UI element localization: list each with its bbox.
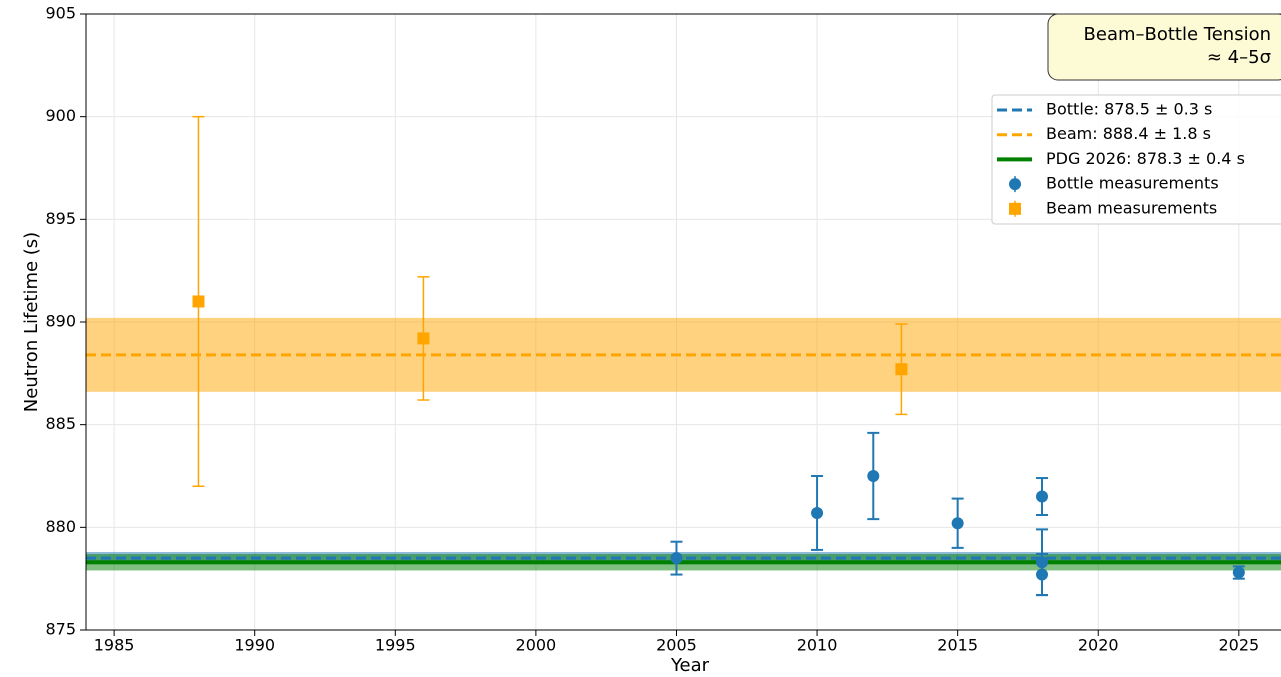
marker xyxy=(895,363,908,376)
legend: Bottle: 878.5 ± 0.3 s Beam: 888.4 ± 1.8 s… xyxy=(991,94,1281,225)
x-tick-label: 2025 xyxy=(1218,636,1259,655)
marker xyxy=(1232,566,1245,579)
error-bar-group xyxy=(1232,565,1245,580)
marker xyxy=(670,552,683,565)
annotation-text: ≈ 4–5σ xyxy=(1207,47,1271,68)
y-tick-label: 890 xyxy=(45,312,76,331)
x-axis-label: Year xyxy=(670,655,710,676)
marker xyxy=(811,506,824,519)
y-tick-label: 885 xyxy=(45,414,76,433)
x-tick-label: 2020 xyxy=(1078,636,1119,655)
y-tick-label: 880 xyxy=(45,517,76,536)
x-tick-label: 1990 xyxy=(234,636,275,655)
legend-label: Bottle measurements xyxy=(1046,174,1219,193)
marker xyxy=(417,332,430,345)
annotation-text: Beam–Bottle Tension xyxy=(1084,24,1271,45)
error-bar-group xyxy=(867,431,880,521)
x-tick-label: 2000 xyxy=(516,636,557,655)
x-tick-label: 2010 xyxy=(797,636,838,655)
band xyxy=(86,317,1281,392)
legend-label: Beam: 888.4 ± 1.8 s xyxy=(1046,124,1211,143)
y-tick-label: 905 xyxy=(45,4,76,23)
y-axis-label: Neutron Lifetime (s) xyxy=(21,232,42,412)
error-bar-group xyxy=(1036,553,1048,597)
axes-frame xyxy=(85,13,1281,631)
error-bar-group xyxy=(670,540,683,576)
annotation-box xyxy=(1047,13,1281,81)
error-bar-group xyxy=(1036,477,1048,517)
y-tick-label: 895 xyxy=(45,209,76,228)
legend-swatch xyxy=(1009,178,1021,191)
marker xyxy=(192,295,205,308)
legend-label: PDG 2026: 878.3 ± 0.4 s xyxy=(1046,149,1245,168)
marker xyxy=(1036,568,1048,581)
legend-box xyxy=(991,94,1281,225)
legend-label: Bottle: 878.5 ± 0.3 s xyxy=(1046,100,1212,119)
error-bar-group xyxy=(417,276,430,401)
legend-swatch xyxy=(1009,202,1021,215)
error-bar-group xyxy=(951,497,964,549)
marker xyxy=(1036,490,1048,503)
y-tick-label: 875 xyxy=(45,620,76,639)
x-tick-label: 2015 xyxy=(937,636,978,655)
error-bar-group xyxy=(192,115,205,488)
x-tick-label: 2005 xyxy=(656,636,697,655)
marker xyxy=(951,517,964,530)
annotation: Beam–Bottle Tension≈ 4–5σ xyxy=(1047,13,1281,81)
marker xyxy=(867,470,880,482)
error-bar-group xyxy=(811,475,824,551)
legend-label: Beam measurements xyxy=(1046,198,1217,217)
error-bar-group xyxy=(895,323,908,416)
x-tick-label: 1995 xyxy=(375,636,416,655)
x-tick-label: 1985 xyxy=(94,636,135,655)
y-tick-label: 900 xyxy=(45,106,76,125)
